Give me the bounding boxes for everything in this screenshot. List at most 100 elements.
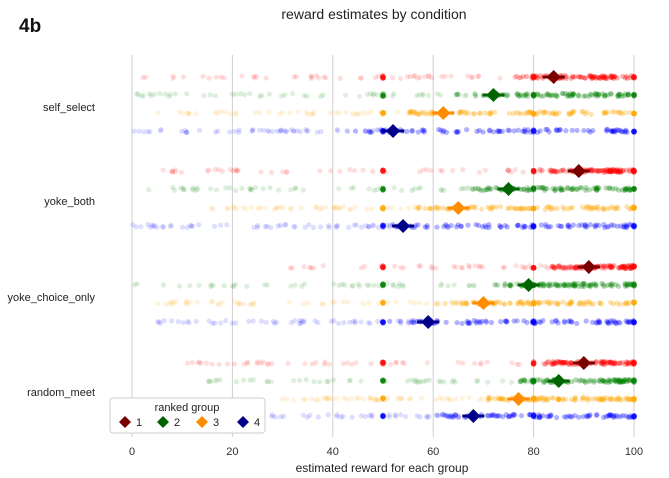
data-point [411, 109, 417, 115]
data-point [523, 379, 529, 385]
data-point [557, 359, 563, 365]
data-point [471, 110, 477, 117]
data-point [502, 301, 508, 307]
data-point [391, 91, 397, 97]
data-point [552, 299, 558, 306]
data-point [232, 110, 238, 116]
data-point [434, 206, 440, 212]
data-point [348, 206, 354, 212]
data-point [268, 224, 274, 231]
data-point [593, 167, 600, 174]
data-point [179, 224, 186, 230]
data-point [627, 169, 633, 175]
data-point [469, 74, 475, 81]
data-point [386, 414, 392, 420]
data-point [375, 397, 381, 404]
data-point [596, 320, 602, 326]
data-point [580, 300, 586, 306]
data-point [472, 263, 478, 269]
data-point [612, 360, 618, 366]
data-point [612, 378, 618, 384]
data-point [317, 379, 323, 385]
data-point [512, 206, 518, 212]
data-point [611, 263, 617, 269]
data-point [372, 74, 379, 81]
data-point [475, 377, 481, 383]
data-point [464, 301, 470, 307]
data-point [624, 223, 630, 229]
data-point [276, 187, 282, 193]
data-point [416, 91, 422, 98]
data-point [328, 318, 334, 324]
data-point [368, 361, 374, 367]
data-point [419, 109, 425, 115]
data-point [625, 359, 631, 365]
data-point [300, 412, 306, 418]
data-point [385, 205, 391, 211]
data-point [623, 223, 630, 229]
data-point [524, 319, 530, 326]
data-point [301, 281, 308, 287]
data-point [486, 111, 492, 117]
data-point [469, 204, 476, 210]
data-point [227, 185, 233, 191]
data-point [145, 221, 151, 228]
data-point [530, 75, 537, 81]
data-point [599, 280, 605, 287]
data-point [581, 283, 587, 290]
data-point [392, 413, 398, 419]
data-point [216, 166, 222, 173]
data-point [554, 205, 560, 211]
data-point [298, 283, 305, 289]
data-point [452, 412, 458, 419]
data-point [555, 358, 561, 365]
data-point [156, 319, 163, 325]
data-point [567, 318, 573, 324]
data-point [600, 361, 606, 367]
strip-random_meet-group-1 [184, 358, 637, 368]
data-point [520, 169, 526, 175]
data-point [521, 205, 528, 212]
y-tick-label: yoke_both [44, 196, 95, 208]
data-point [255, 359, 261, 365]
data-point [605, 377, 611, 383]
data-point [586, 73, 592, 79]
data-point [591, 377, 597, 384]
data-point [621, 378, 627, 384]
data-point [176, 283, 182, 289]
data-point [595, 206, 601, 212]
data-point [588, 282, 594, 288]
data-point [269, 360, 275, 367]
data-point [591, 74, 598, 80]
data-point [487, 205, 493, 211]
data-point [424, 413, 430, 419]
data-point [624, 282, 631, 288]
data-point [568, 111, 574, 117]
data-point [568, 75, 574, 81]
data-point [364, 110, 371, 116]
data-point [267, 185, 273, 191]
data-point [613, 397, 619, 403]
data-point [582, 75, 588, 81]
data-point [480, 187, 486, 194]
data-point [540, 110, 546, 116]
data-point [624, 283, 630, 289]
data-point [274, 319, 280, 325]
data-point [476, 185, 482, 192]
data-point [406, 319, 412, 326]
data-point [538, 395, 544, 401]
data-point [320, 263, 326, 269]
data-point [631, 263, 637, 270]
data-point [443, 319, 449, 325]
data-point [149, 222, 155, 228]
data-point [486, 222, 492, 228]
data-point [488, 186, 494, 192]
data-point [420, 167, 426, 173]
data-point [337, 205, 343, 211]
data-point [526, 110, 532, 116]
data-point [599, 397, 605, 403]
data-point [608, 361, 615, 367]
data-point [364, 282, 370, 288]
data-point [549, 361, 555, 367]
data-point [224, 361, 231, 367]
